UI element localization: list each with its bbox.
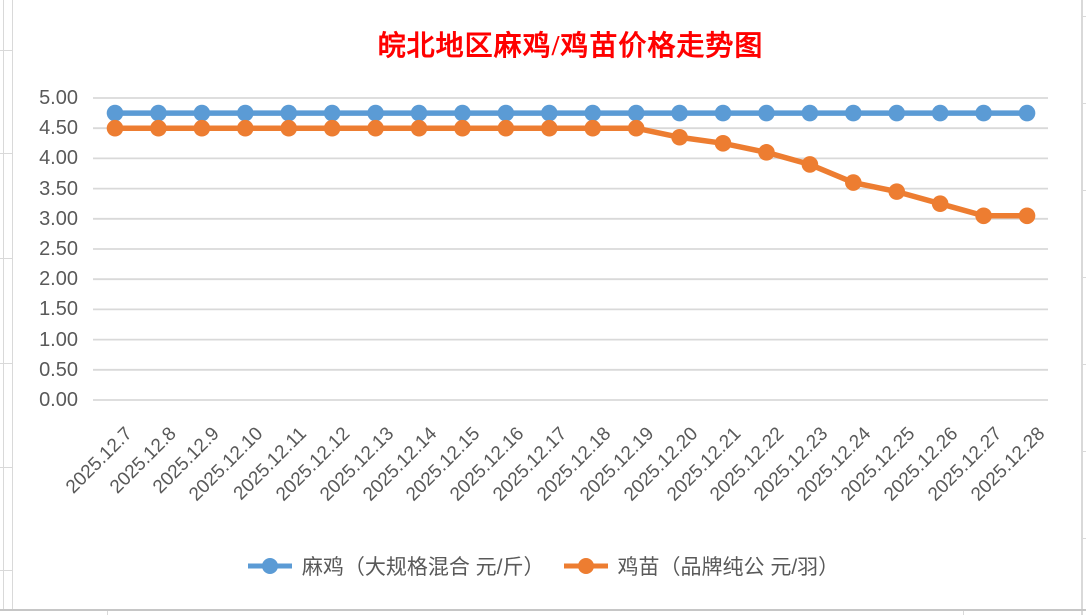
data-point-marker	[627, 119, 645, 137]
data-point-marker	[975, 207, 992, 225]
sheet-row-tick	[1081, 103, 1086, 104]
data-point-marker	[497, 104, 515, 122]
data-point-marker	[541, 104, 558, 122]
series-line-1	[115, 125, 1028, 219]
y-axis-tick-label: 1.50	[39, 298, 78, 321]
data-point-marker	[714, 104, 732, 122]
y-axis-tick-label: 3.00	[39, 207, 78, 230]
sheet-row-tick	[0, 570, 12, 571]
data-point-marker	[323, 104, 341, 122]
sheet-row-tick	[1081, 16, 1086, 17]
data-point-marker	[497, 119, 515, 137]
sheet-row-tick	[0, 153, 12, 154]
data-point-marker	[280, 104, 298, 122]
data-point-marker	[931, 104, 949, 122]
legend-marker-blue-line-icon	[247, 558, 292, 574]
data-point-marker	[410, 104, 428, 122]
data-point-marker	[150, 119, 167, 137]
sheet-column-line-left	[12, 0, 13, 610]
data-point-marker	[931, 195, 949, 212]
data-point-marker	[1018, 207, 1036, 225]
data-point-marker	[627, 104, 645, 122]
data-point-marker	[323, 119, 341, 137]
data-point-marker	[193, 104, 211, 122]
sheet-row-tick	[0, 258, 12, 259]
sheet-row-tick	[1081, 364, 1086, 365]
y-axis-tick-label: 2.00	[39, 268, 78, 291]
data-point-marker	[714, 135, 732, 152]
data-point-marker	[801, 156, 819, 173]
y-axis-tick-label: 5.00	[39, 87, 78, 109]
legend-item-chick: 鸡苗（品牌纯公 元/羽）	[563, 551, 840, 581]
data-point-marker	[106, 104, 124, 122]
y-axis-tick-label: 3.50	[39, 177, 78, 200]
data-point-marker	[410, 119, 428, 137]
data-point-marker	[1018, 104, 1036, 122]
data-point-marker	[150, 104, 167, 122]
data-point-marker	[106, 119, 124, 137]
data-point-marker	[671, 128, 688, 146]
y-axis-tick-label: 2.50	[39, 238, 78, 260]
data-point-marker	[801, 104, 819, 122]
y-axis-tick-label: 4.50	[39, 117, 78, 140]
legend-label-chick: 鸡苗（品牌纯公 元/羽）	[617, 556, 840, 579]
sheet-column-line-right	[1081, 0, 1083, 615]
sheet-cell-divider	[107, 611, 108, 615]
sheet-row-line-bottom	[0, 609, 1086, 611]
y-axis-tick-label: 4.00	[39, 147, 78, 170]
data-point-marker	[975, 104, 992, 122]
chart-title: 皖北地区麻鸡/鸡苗价格走势图	[377, 31, 764, 62]
data-point-marker	[584, 104, 602, 122]
data-point-marker	[758, 104, 775, 122]
legend-item-machicken: 麻鸡（大规格混合 元/斤）	[247, 551, 545, 581]
legend-label-machicken: 麻鸡（大规格混合 元/斤）	[301, 556, 545, 579]
data-point-marker	[236, 119, 254, 137]
sheet-row-tick	[1081, 277, 1086, 278]
sheet-row-tick	[0, 467, 12, 468]
sheet-column-line-left-outer	[3, 0, 4, 610]
data-point-marker	[236, 104, 254, 122]
y-axis-tick-label: 0.00	[39, 389, 78, 411]
data-point-marker	[671, 104, 688, 122]
data-point-marker	[454, 104, 471, 122]
chart-legend: 麻鸡（大规格混合 元/斤） 鸡苗（品牌纯公 元/羽）	[0, 551, 1086, 581]
data-point-marker	[758, 144, 775, 161]
data-point-marker	[280, 119, 298, 137]
data-point-marker	[888, 183, 906, 200]
data-point-marker	[845, 174, 862, 191]
sheet-row-tick	[1081, 538, 1086, 539]
sheet-row-tick	[1081, 451, 1086, 452]
sheet-row-tick	[0, 50, 12, 51]
sheet-cell-divider	[963, 611, 964, 615]
sheet-row-tick	[1081, 190, 1086, 191]
data-point-marker	[584, 119, 602, 137]
data-point-marker	[541, 119, 558, 137]
data-point-marker	[888, 104, 906, 122]
sheet-row-tick	[0, 363, 12, 364]
data-point-marker	[454, 119, 471, 137]
y-axis-tick-label: 0.50	[39, 358, 78, 381]
data-point-marker	[193, 119, 211, 137]
y-axis-tick-label: 1.00	[39, 328, 78, 351]
data-point-marker	[367, 119, 384, 137]
data-point-marker	[367, 104, 384, 122]
legend-marker-orange-line-icon	[563, 558, 608, 574]
data-point-marker	[845, 104, 862, 122]
